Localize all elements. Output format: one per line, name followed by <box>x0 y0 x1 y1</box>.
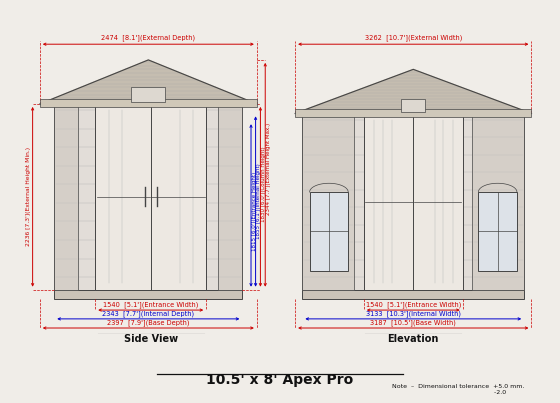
Text: 1855 [6.1'](Internal Height): 1855 [6.1'](Internal Height) <box>256 164 262 239</box>
Text: 2474  [8.1'](External Depth): 2474 [8.1'](External Depth) <box>101 34 195 41</box>
Bar <box>401 99 426 112</box>
Text: 1830 [6.0'](Column Height): 1830 [6.0'](Column Height) <box>261 146 266 222</box>
Bar <box>218 104 242 290</box>
Bar <box>40 99 257 107</box>
Text: 2344 [7.7'](External Height Max.): 2344 [7.7'](External Height Max.) <box>266 123 271 214</box>
Text: 3187  [10.5'](Base Width): 3187 [10.5'](Base Width) <box>370 319 456 326</box>
Text: 1540  [5.1'](Entrance Width): 1540 [5.1'](Entrance Width) <box>103 301 198 307</box>
Bar <box>472 113 524 290</box>
Text: 1815 [6.0'](Entrance Height): 1815 [6.0'](Entrance Height) <box>252 172 256 251</box>
Bar <box>364 113 463 290</box>
Text: Note  –  Dimensional tolerance  +5.0 mm.
                                       : Note – Dimensional tolerance +5.0 mm. <box>392 384 524 395</box>
Text: 3262  [10.7'](External Width): 3262 [10.7'](External Width) <box>365 34 462 41</box>
Bar <box>302 290 524 299</box>
Text: Side View: Side View <box>124 334 178 344</box>
Text: 2343  [7.7'](Internal Depth): 2343 [7.7'](Internal Depth) <box>102 310 194 317</box>
Bar <box>302 113 354 290</box>
Bar <box>132 87 165 102</box>
Text: 10.5' x 8' Apex Pro: 10.5' x 8' Apex Pro <box>207 373 353 387</box>
Text: 1540  [5.1'](Entrance Width): 1540 [5.1'](Entrance Width) <box>366 301 461 307</box>
Bar <box>54 104 78 290</box>
Text: 2236 [7.3'](External Height Min.): 2236 [7.3'](External Height Min.) <box>26 147 31 246</box>
Polygon shape <box>295 69 531 113</box>
Bar <box>54 104 242 290</box>
Text: 3133  [10.3'](Internal Width): 3133 [10.3'](Internal Width) <box>366 310 461 317</box>
Polygon shape <box>40 60 257 104</box>
Text: 2397  [7.9'](Base Depth): 2397 [7.9'](Base Depth) <box>107 319 190 326</box>
Bar <box>478 192 517 271</box>
Bar <box>54 290 242 299</box>
Bar <box>302 113 524 290</box>
Text: Elevation: Elevation <box>388 334 439 344</box>
Bar <box>95 104 206 290</box>
Bar <box>295 109 531 116</box>
Bar <box>310 192 348 271</box>
